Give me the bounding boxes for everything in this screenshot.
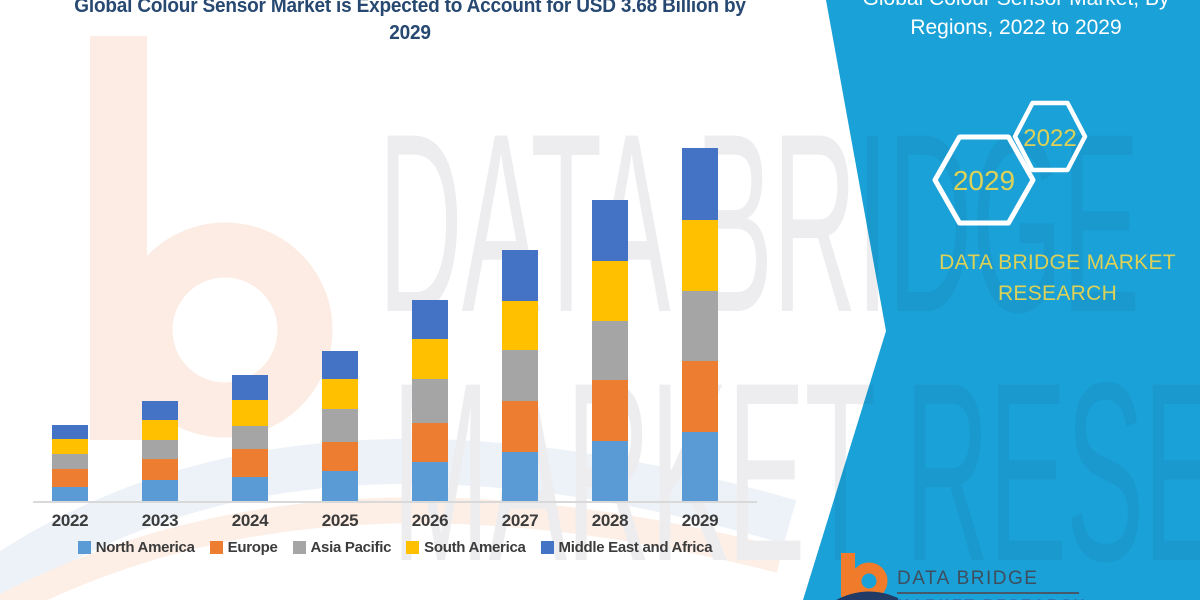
bar-2022-north-america [52,487,88,501]
bar-2027-north-america [502,452,538,501]
bar-2026-europe [412,423,448,462]
bar-2022-middle-east-and-africa [52,425,88,439]
bar-2029-middle-east-and-africa [682,148,718,220]
bar-2023-south-america [142,420,178,440]
bar-2028 [592,200,628,501]
chart-legend: North America Europe Asia Pacific South Ame… [25,539,765,556]
chart-title-line1: Global Colour Sensor Market is Expected … [74,0,746,17]
bar-2023-europe [142,459,178,480]
x-axis-label-2027: 2027 [501,511,539,530]
legend-item-asia-pacific: Asia Pacific [292,539,392,556]
panel-heading: Global Colour Sensor Market, By Regions,… [840,0,1192,42]
bar-2023 [142,401,178,501]
blue-panel-shape [803,0,1200,600]
bar-2028-asia-pacific [592,321,628,380]
panel-heading-line2: Regions, 2022 to 2029 [910,16,1122,39]
bar-2022-europe [52,469,88,487]
swoosh-orange-pale [0,497,784,600]
x-axis-label-2029: 2029 [681,511,719,530]
bar-2027-asia-pacific [502,350,538,401]
bar-2028-north-america [592,441,628,501]
footer-brand-subtext: MARKET RESEARCH [897,596,1087,600]
legend-item-europe: Europe [209,539,278,556]
bar-2029 [682,148,718,501]
bar-2024-south-america [232,400,268,426]
bar-2025-middle-east-and-africa [322,351,358,379]
bar-2022 [52,425,88,501]
panel-brand-text: DATA BRIDGE MARKET RESEARCH [905,247,1200,309]
legend-item-middle-east-and-africa: Middle East and Africa [540,539,713,556]
x-axis-label-2026: 2026 [411,511,449,530]
bar-2023-middle-east-and-africa [142,401,178,420]
bar-2024-north-america [232,477,268,501]
bar-2022-asia-pacific [52,454,88,469]
footer-logo-b-bowl [850,562,888,600]
x-axis-label-2025: 2025 [321,511,359,530]
legend-label-south-america: South America [424,539,526,556]
bar-2026-middle-east-and-africa [412,300,448,339]
footer-logo-swoosh [836,591,898,600]
hexagon-2022 [1012,100,1088,173]
legend-label-asia-pacific: Asia Pacific [310,539,392,556]
x-axis-line [33,501,757,503]
bar-2029-asia-pacific [682,291,718,361]
legend-item-north-america: North America [77,539,195,556]
bar-2029-north-america [682,432,718,501]
bar-2025-north-america [322,471,358,501]
watermark-panel-line2: MARKET RESEARCH [392,330,1200,600]
legend-item-south-america: South America [406,539,526,556]
x-axis-label-2022: 2022 [51,511,89,530]
legend-swatch-europe [209,541,223,554]
legend-label-north-america: North America [95,539,195,556]
x-axis-label-2028: 2028 [591,511,629,530]
bar-2026-asia-pacific [412,379,448,423]
bar-2028-south-america [592,261,628,321]
bar-2027 [502,250,538,501]
hexagon-2029 [932,134,1036,226]
bar-2024-middle-east-and-africa [232,375,268,400]
panel-brand-line2: RESEARCH [997,282,1118,305]
panel-brand-line1: DATA BRIDGE MARKET [939,251,1176,274]
legend-swatch-north-america [77,541,91,554]
x-axis-label-2023: 2023 [141,511,179,530]
bar-2025-south-america [322,379,358,409]
hexagon-2022-label: 2022 [1023,125,1076,152]
x-axis-label-2024: 2024 [231,511,269,530]
bar-2028-europe [592,380,628,441]
chart-title: Global Colour Sensor Market is Expected … [25,0,795,47]
bar-2025-asia-pacific [322,409,358,442]
bar-2025-europe [322,442,358,471]
legend-label-middle-east-and-africa: Middle East and Africa [558,539,713,556]
hexagon-2029-label: 2029 [953,165,1015,196]
legend-swatch-south-america [406,541,420,554]
bar-2029-south-america [682,220,718,291]
chart-title-line2: 2029 [389,22,431,44]
bar-2027-europe [502,401,538,452]
bar-2027-middle-east-and-africa [502,250,538,301]
bar-2026 [412,300,448,501]
bar-2023-north-america [142,480,178,501]
panel-heading-line1: Global Colour Sensor Market, By [840,0,1192,13]
footer-brand-rule [897,592,1079,594]
legend-swatch-asia-pacific [292,541,306,554]
bar-2028-middle-east-and-africa [592,200,628,261]
bar-2029-europe [682,361,718,432]
b-watermark-bowl [117,222,333,438]
bar-2022-south-america [52,439,88,454]
bar-2024 [232,375,268,501]
legend-label-europe: Europe [227,539,278,556]
bar-2026-south-america [412,339,448,379]
bar-2025 [322,351,358,501]
bar-2027-south-america [502,301,538,350]
bar-2023-asia-pacific [142,440,178,459]
bar-2024-asia-pacific [232,426,268,449]
legend-swatch-middle-east-and-africa [540,541,554,554]
bar-2026-north-america [412,462,448,501]
footer-brand-text: DATA BRIDGE [897,568,1039,589]
bar-2024-europe [232,449,268,477]
